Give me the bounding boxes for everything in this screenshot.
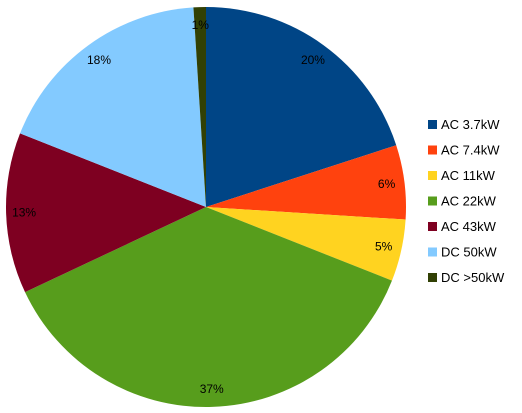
pie-slice-ac-3-7kw (206, 7, 397, 207)
legend-entry-label: AC 3.7kW (441, 117, 500, 132)
legend: AC 3.7kW AC 7.4kW AC 11kW AC 22kW AC 43kW DC … (428, 117, 505, 285)
pie-slices (6, 7, 406, 407)
legend-swatch (428, 196, 437, 206)
slice-value-label: 37% (200, 382, 224, 396)
legend-swatch (428, 120, 437, 129)
legend-entry-label: DC 50kW (441, 245, 497, 260)
legend-swatch (428, 247, 437, 257)
legend-swatch (428, 222, 437, 231)
pie-slice-dc-50kw (193, 7, 206, 207)
legend-swatch (428, 145, 437, 155)
legend-swatch (428, 273, 437, 282)
legend-swatch (428, 171, 437, 180)
pie-slice-ac-7-4kw (206, 145, 406, 220)
legend-entry-label: AC 22kW (441, 194, 497, 209)
slice-value-label: 13% (12, 206, 36, 220)
legend-entry-label: AC 7.4kW (441, 143, 500, 158)
pie-slice-ac-43kw (6, 133, 206, 293)
legend-entry-label: AC 11kW (441, 168, 496, 183)
slice-value-label: 18% (87, 53, 111, 67)
pie-slice-ac-22kw (25, 207, 392, 407)
slice-value-label: 1% (192, 18, 210, 32)
legend-entry-label: AC 43kW (441, 219, 497, 234)
legend-entry-label: DC >50kW (441, 270, 505, 285)
slice-value-label: 6% (378, 177, 396, 191)
slice-value-label: 20% (301, 53, 325, 67)
slice-value-label: 5% (375, 240, 393, 254)
pie-slice-ac-11kw (206, 207, 406, 281)
pie-slice-labels: 20% 6% 5% 37% 13% 18% 1% (12, 18, 395, 396)
pie-slice-dc-50kw (20, 7, 206, 208)
